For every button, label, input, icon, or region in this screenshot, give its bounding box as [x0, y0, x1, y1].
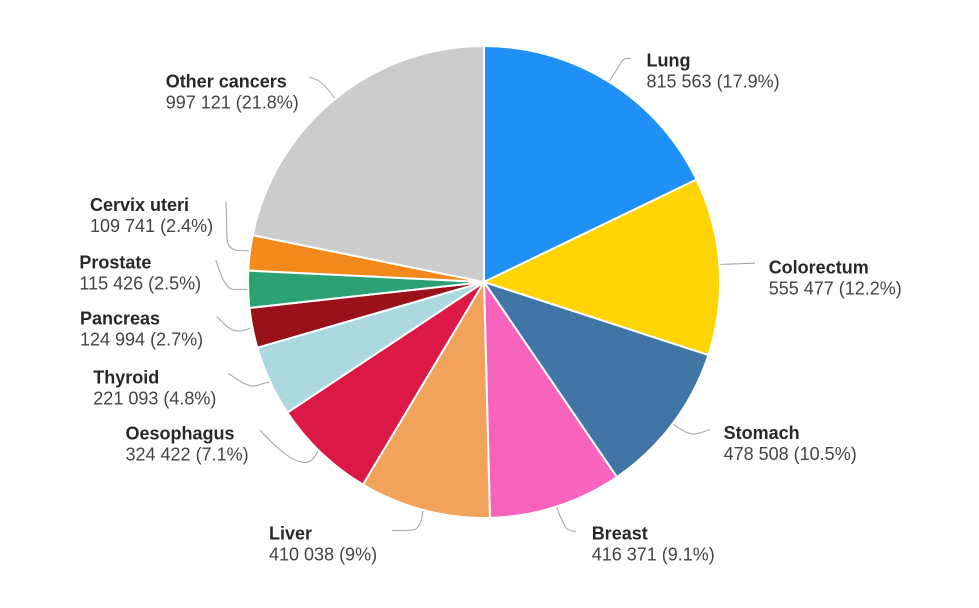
svg-text:124 994 (2.7%): 124 994 (2.7%): [80, 329, 203, 349]
svg-text:115 426 (2.5%): 115 426 (2.5%): [79, 273, 201, 293]
svg-text:815 563 (17.9%): 815 563 (17.9%): [647, 71, 780, 91]
svg-text:Breast: Breast: [592, 524, 648, 544]
svg-text:Other cancers: Other cancers: [166, 71, 287, 91]
svg-text:Cervix uteri: Cervix uteri: [90, 195, 189, 215]
svg-text:410 038 (9%): 410 038 (9%): [269, 545, 377, 565]
svg-text:Pancreas: Pancreas: [80, 308, 160, 328]
svg-text:Colorectum: Colorectum: [769, 258, 869, 278]
svg-text:555 477 (12.2%): 555 477 (12.2%): [769, 279, 902, 299]
svg-text:416 371 (9.1%): 416 371 (9.1%): [592, 545, 715, 565]
svg-text:478 508 (10.5%): 478 508 (10.5%): [724, 444, 857, 464]
svg-text:109 741 (2.4%): 109 741 (2.4%): [90, 216, 213, 236]
svg-text:Liver: Liver: [269, 524, 312, 544]
svg-text:Oesophagus: Oesophagus: [126, 423, 235, 443]
svg-text:Thyroid: Thyroid: [93, 367, 159, 387]
svg-text:Lung: Lung: [647, 50, 691, 70]
svg-text:324 422 (7.1%): 324 422 (7.1%): [126, 444, 249, 464]
svg-text:221 093 (4.8%): 221 093 (4.8%): [93, 388, 216, 408]
svg-text:Stomach: Stomach: [724, 423, 800, 443]
svg-text:997 121 (21.8%): 997 121 (21.8%): [166, 92, 299, 112]
svg-text:Prostate: Prostate: [79, 252, 151, 272]
